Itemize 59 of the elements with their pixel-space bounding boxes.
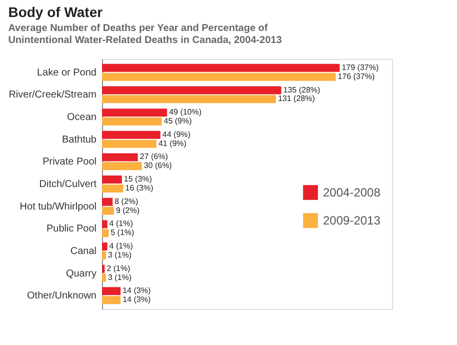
data-label: 3 (1%) (108, 272, 132, 282)
data-label: 131 (28%) (278, 94, 316, 104)
chart-subtitle: Average Number of Deaths per Year and Percentage of Unintentional Water-Related Deaths in Canada, 2004-2013 (8, 23, 282, 46)
data-label: 14 (3%) (122, 286, 151, 296)
data-label: 44 (9%) (162, 130, 191, 139)
bar (102, 251, 106, 260)
bar (102, 95, 276, 104)
y-tick-label: Ocean (67, 112, 96, 124)
data-label: 9 (2%) (116, 206, 140, 215)
bar (102, 220, 108, 228)
bar (102, 130, 160, 139)
y-tick-label: Hot tub/Whirlpool (20, 201, 96, 212)
y-tick-label: Lake or Pond (37, 67, 96, 78)
data-label: 3 (1%) (108, 250, 132, 260)
data-label: 5 (1%) (110, 228, 135, 238)
chart-title: Body of Water (8, 4, 104, 20)
bar (102, 176, 122, 184)
bar (102, 198, 113, 206)
data-label: 4 (1%) (109, 219, 134, 228)
data-label: 4 (1%) (109, 242, 134, 250)
bar (102, 118, 162, 126)
bar (102, 108, 168, 117)
data-label: 49 (10%) (169, 108, 202, 117)
data-label: 41 (9%) (158, 138, 187, 148)
y-tick-label: Quarry (66, 268, 96, 280)
bar (102, 140, 156, 148)
data-label: 176 (37%) (338, 72, 375, 81)
bar (102, 64, 340, 72)
data-label: 14 (3%) (122, 295, 151, 304)
y-tick-label: Public Pool (46, 224, 96, 235)
bar (102, 184, 124, 192)
data-label: 45 (9%) (164, 116, 192, 126)
bar (102, 72, 336, 81)
data-label: 135 (28%) (283, 85, 321, 94)
bar (102, 264, 105, 273)
data-label: 30 (6%) (144, 161, 172, 170)
data-label: 15 (3%) (124, 174, 152, 184)
y-tick-label: Other/Unknown (27, 290, 96, 302)
y-tick-label: Ditch/Culvert (39, 179, 97, 190)
bar (102, 86, 282, 94)
bar (102, 274, 106, 282)
data-label: 16 (3%) (125, 183, 154, 192)
bar (102, 153, 138, 162)
bar (102, 206, 114, 215)
data-label: 179 (37%) (342, 62, 379, 72)
legend-label: 2004-2008 (323, 186, 381, 200)
y-tick-label: Private Pool (42, 156, 96, 168)
y-tick-label: Bathtub (62, 134, 97, 146)
legend-label: 2009-2013 (323, 214, 381, 228)
data-label: 2 (1%) (106, 264, 131, 273)
bar (102, 287, 121, 296)
data-label: 8 (2%) (114, 196, 139, 206)
y-tick-label: Canal (70, 246, 96, 257)
y-tick-label: River/Creek/Stream (8, 90, 96, 101)
bar (102, 229, 109, 238)
bar (102, 242, 108, 250)
data-label: 27 (6%) (140, 152, 168, 162)
bar (102, 162, 142, 170)
bar (102, 296, 121, 304)
